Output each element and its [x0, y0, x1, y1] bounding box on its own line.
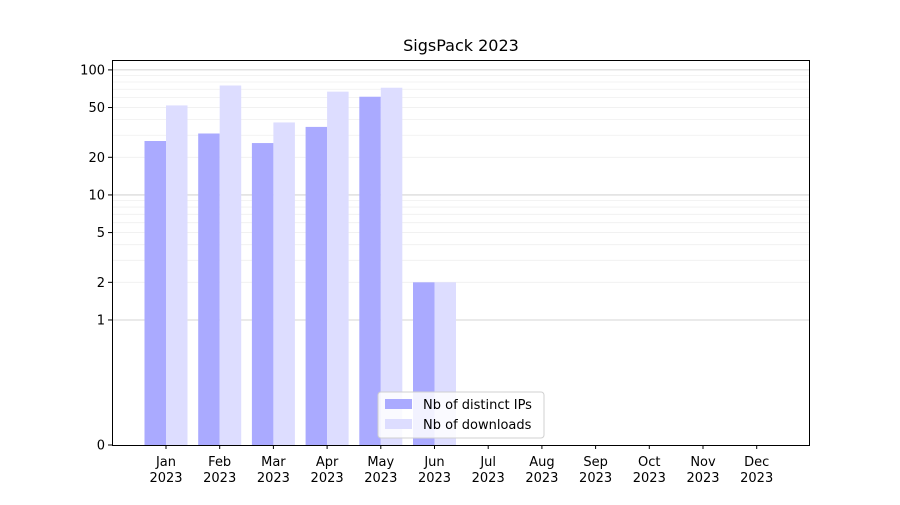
chart-title: SigsPack 2023 [403, 36, 519, 55]
x-tick-label: Sep [583, 455, 608, 470]
legend: Nb of distinct IPs Nb of downloads [377, 391, 545, 439]
y-tick-label: 100 [80, 63, 105, 78]
x-tick-label: 2023 [633, 471, 666, 486]
y-tick-label: 5 [97, 226, 105, 241]
bar [327, 91, 349, 445]
x-tick-label: 2023 [257, 471, 290, 486]
x-tick-label: Feb [208, 455, 231, 470]
y-tick-label: 20 [88, 151, 105, 166]
x-tick-label: Apr [316, 455, 339, 470]
legend-label: Nb of distinct IPs [423, 398, 532, 413]
x-tick-label: 2023 [472, 471, 505, 486]
x-tick-label: Oct [638, 455, 660, 470]
y-tick-label: 10 [88, 188, 105, 203]
bar [166, 105, 188, 446]
legend-label: Nb of downloads [423, 418, 532, 433]
x-tick-label: 2023 [311, 471, 344, 486]
x-tick-label: 2023 [418, 471, 451, 486]
x-tick-label: Aug [529, 455, 554, 470]
x-axis: Jan2023Feb2023Mar2023Apr2023May2023Jun20… [149, 445, 773, 486]
x-tick-label: Jan [155, 455, 176, 470]
x-tick-label: 2023 [579, 471, 612, 486]
bar [251, 143, 274, 445]
x-tick-label: May [367, 455, 394, 470]
y-axis: 0 1 2 5 10 20 50 100 [80, 63, 112, 454]
bar [380, 87, 403, 445]
bar [198, 133, 220, 445]
y-tick-label: 1 [97, 313, 105, 328]
x-tick-label: Nov [690, 455, 716, 470]
x-tick-label: 2023 [364, 471, 397, 486]
x-tick-label: 2023 [686, 471, 719, 486]
x-tick-label: Jun [423, 455, 444, 470]
y-tick-label: 2 [97, 276, 105, 291]
x-tick-label: Dec [744, 455, 769, 470]
x-tick-label: 2023 [740, 471, 773, 486]
legend-swatch [385, 399, 412, 409]
y-tick-label: 0 [97, 439, 105, 454]
bars [144, 85, 456, 446]
bar [359, 96, 381, 445]
legend-swatch [385, 419, 412, 429]
bar [273, 122, 295, 445]
bar [305, 126, 328, 446]
bar [219, 85, 242, 445]
x-tick-label: 2023 [203, 471, 236, 486]
plot-frame [112, 60, 810, 446]
x-tick-label: Jul [479, 455, 496, 470]
legend-box [377, 391, 545, 439]
y-tick-label: 50 [88, 101, 105, 116]
x-tick-label: Mar [261, 455, 286, 470]
x-tick-label: 2023 [525, 471, 558, 486]
bar [144, 140, 166, 445]
x-tick-label: 2023 [149, 471, 182, 486]
